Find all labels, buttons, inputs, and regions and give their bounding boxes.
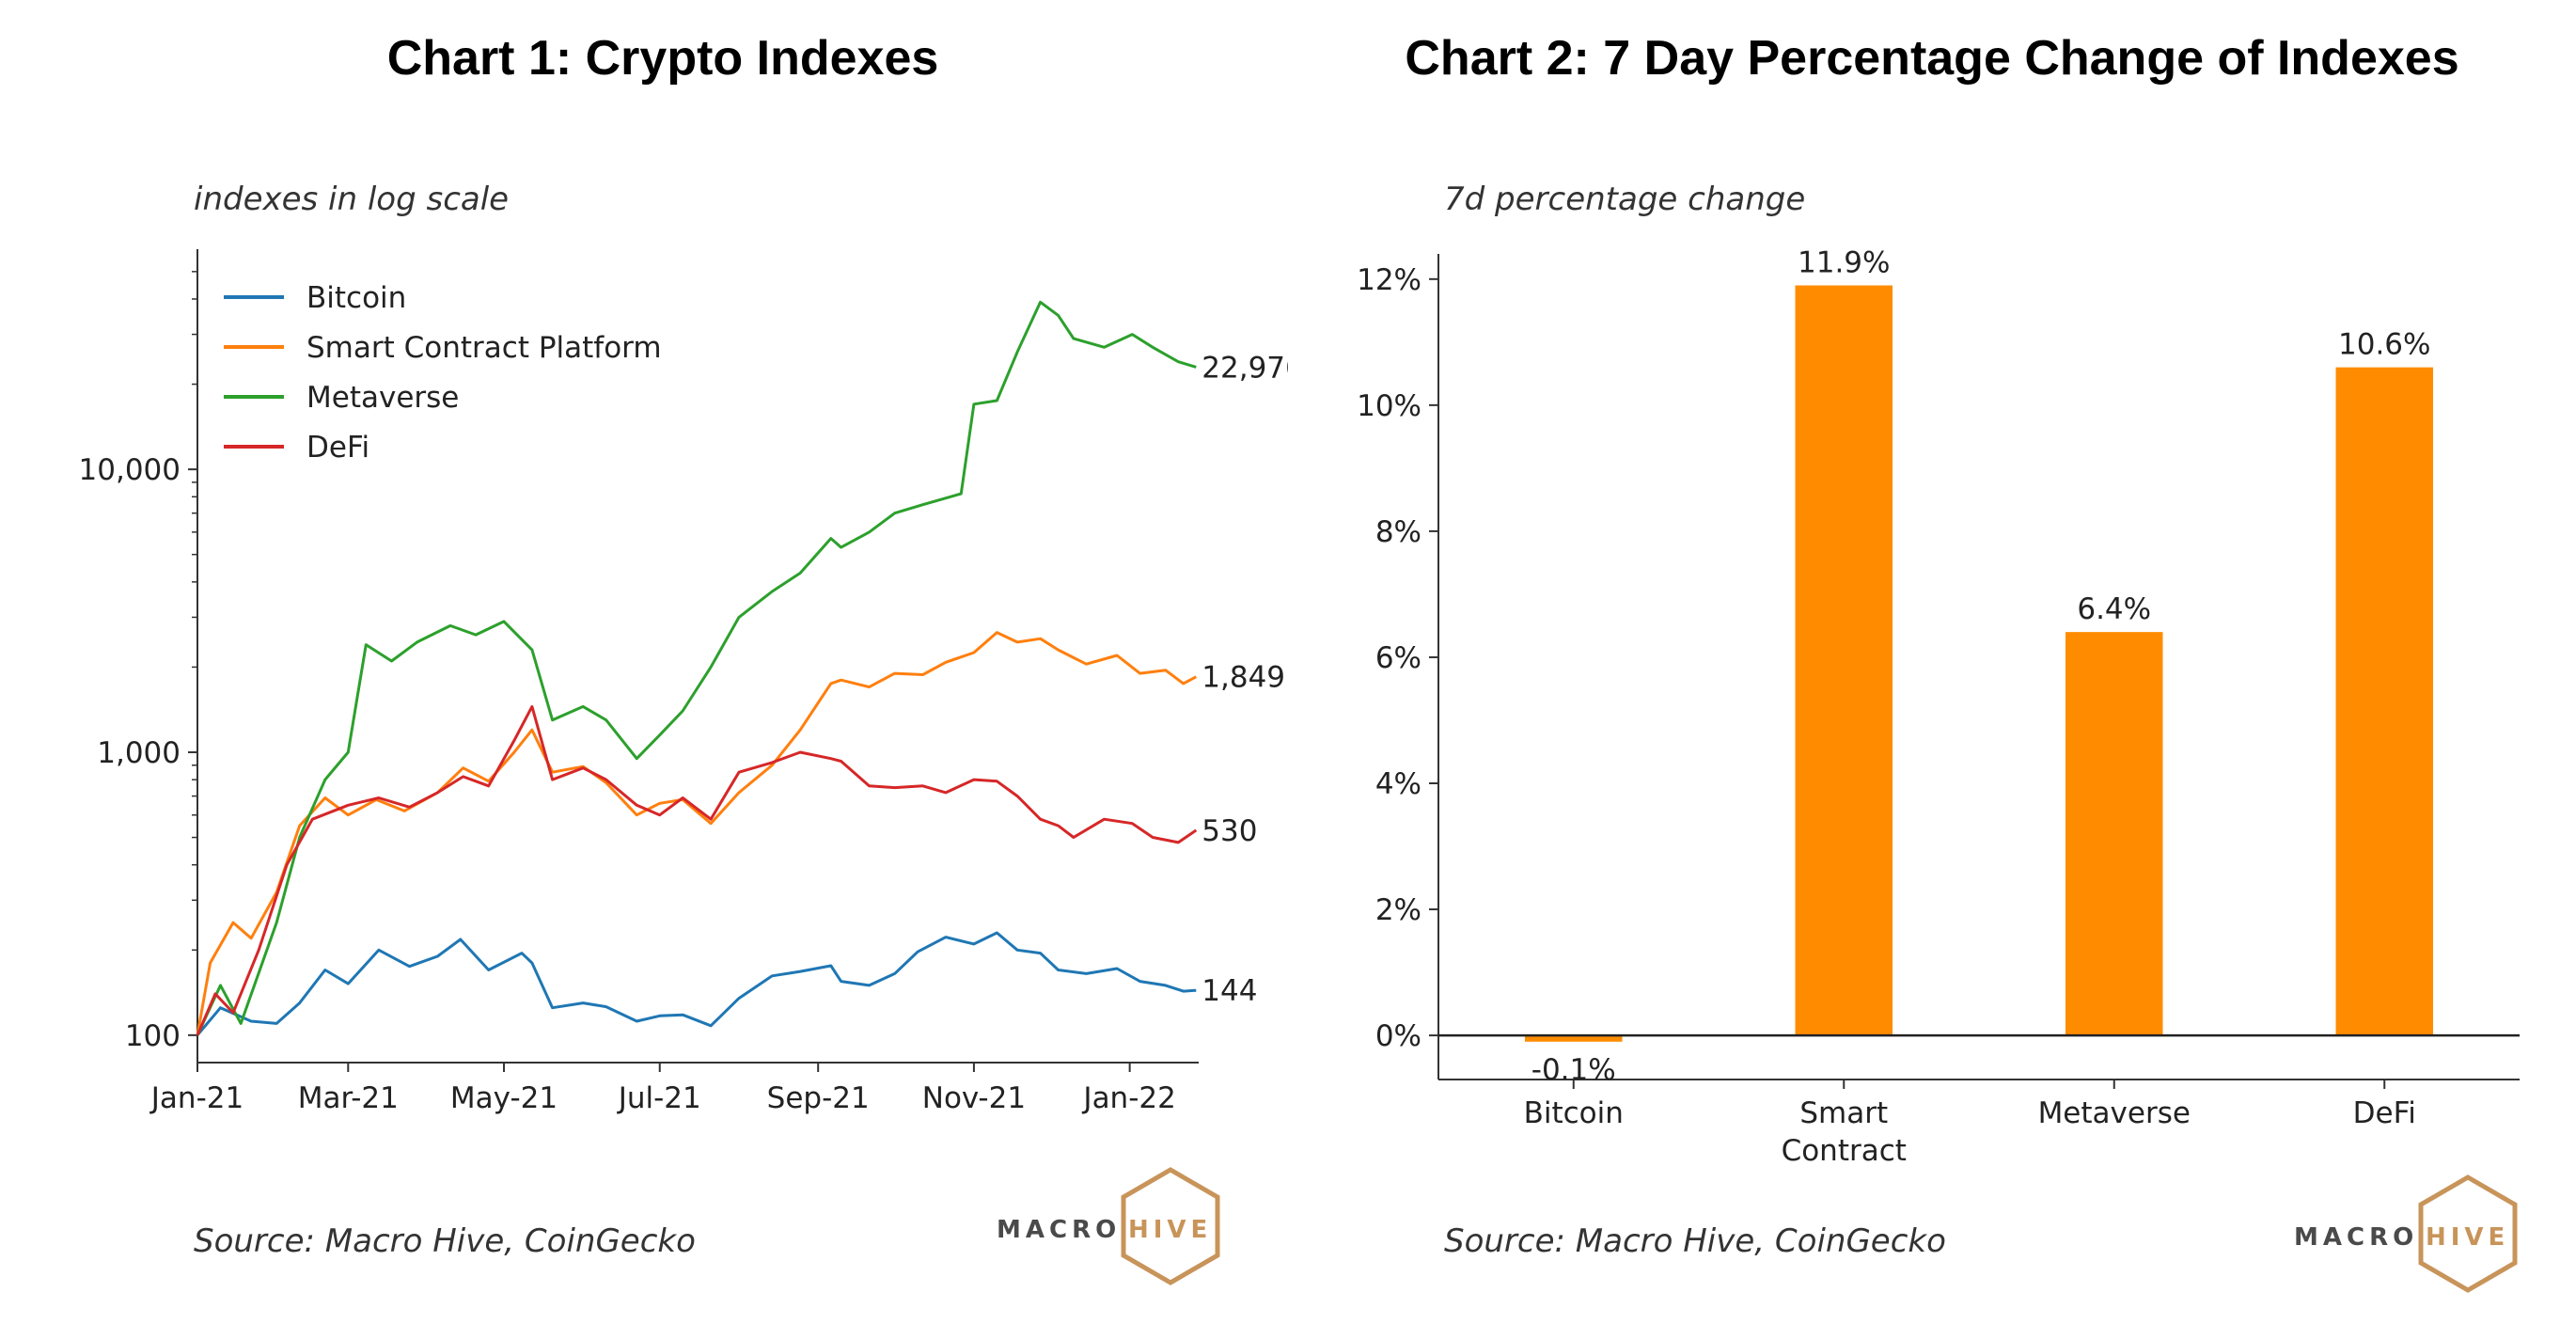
x-tick-label: Jan-21 [149, 1081, 243, 1115]
logo-word-macro: MACRO [2294, 1223, 2418, 1252]
y-tick-label: 0% [1375, 1019, 1422, 1053]
legend-label: Bitcoin [306, 281, 406, 315]
x-tick-label: May-21 [450, 1081, 558, 1115]
y-tick-label: 10,000 [79, 453, 181, 487]
logo-word-hive: HIVE [2426, 1223, 2509, 1252]
y-tick-label: 100 [125, 1019, 181, 1053]
y-tick-label: 1,000 [97, 736, 181, 770]
chart-2-title: Chart 2: 7 Day Percentage Change of Inde… [1405, 31, 2459, 86]
legend-label: Smart Contract Platform [306, 331, 662, 365]
logo-word-macro: MACRO [997, 1216, 1121, 1244]
chart-1-subtitle: indexes in log scale [194, 181, 510, 218]
chart-2-subtitle: 7d percentage change [1444, 181, 1806, 218]
end-value-label: 1,849 [1202, 661, 1285, 695]
series-line-defi [196, 704, 1198, 1036]
bar-smart-contract [1795, 285, 1893, 1036]
x-tick-label: Nov-21 [922, 1081, 1026, 1115]
macro-hive-logo: MACRO HIVE [997, 1167, 1220, 1285]
end-value-label: 530 [1202, 814, 1257, 848]
y-tick-label: 12% [1357, 263, 1422, 297]
y-tick-label: 10% [1357, 389, 1422, 423]
x-tick-label: Bitcoin [1524, 1096, 1624, 1130]
series-line-bitcoin [196, 931, 1197, 1036]
end-value-label: 22,976 [1202, 351, 1288, 385]
macro-hive-logo: MACRO HIVE [2294, 1174, 2518, 1293]
bar-bitcoin [1525, 1035, 1623, 1042]
y-tick-label: 2% [1375, 893, 1422, 927]
data-label: 11.9% [1798, 246, 1890, 280]
end-value-label: 144 [1202, 974, 1257, 1008]
data-label: 10.6% [2338, 328, 2430, 362]
bar-defi [2335, 367, 2433, 1036]
y-tick-label: 4% [1375, 767, 1422, 801]
legend-label: DeFi [306, 431, 369, 465]
logo-word-hive: HIVE [1128, 1216, 1212, 1244]
bar-metaverse [2066, 632, 2163, 1036]
x-tick-label: Smart [1799, 1096, 1888, 1130]
legend-label: Metaverse [306, 381, 459, 415]
x-tick-label: Jan-22 [1081, 1081, 1175, 1115]
bar-chart: 0%2%4%6%8%10%12%-0.1%Bitcoin11.9%SmartCo… [1357, 246, 2520, 1168]
chart-2-source: Source: Macro Hive, CoinGecko [1444, 1222, 1946, 1260]
chart-1-title: Chart 1: Crypto Indexes [386, 31, 939, 86]
x-tick-label: Metaverse [2038, 1096, 2191, 1130]
x-tick-label: Sep-21 [767, 1081, 870, 1115]
x-tick-label: Contract [1782, 1134, 1907, 1168]
chart-1-source: Source: Macro Hive, CoinGecko [194, 1222, 696, 1260]
y-tick-label: 8% [1375, 515, 1422, 549]
data-label: 6.4% [2077, 592, 2151, 626]
series-line-smart-contract-platform [196, 631, 1198, 1036]
series-line-metaverse [196, 300, 1197, 1036]
chart-1-panel: Chart 1: Crypto Indexes indexes in log s… [79, 31, 1288, 1285]
x-tick-label: Mar-21 [298, 1081, 399, 1115]
chart-2-panel: Chart 2: 7 Day Percentage Change of Inde… [1288, 0, 2576, 1324]
y-tick-label: 6% [1375, 641, 1422, 675]
line-chart: 100 1,000 10,000 Jan-21 Mar-21 May-21 Jul-21 Se… [79, 249, 1288, 1115]
x-tick-label: DeFi [2353, 1096, 2416, 1130]
x-tick-label: Jul-21 [617, 1081, 701, 1115]
